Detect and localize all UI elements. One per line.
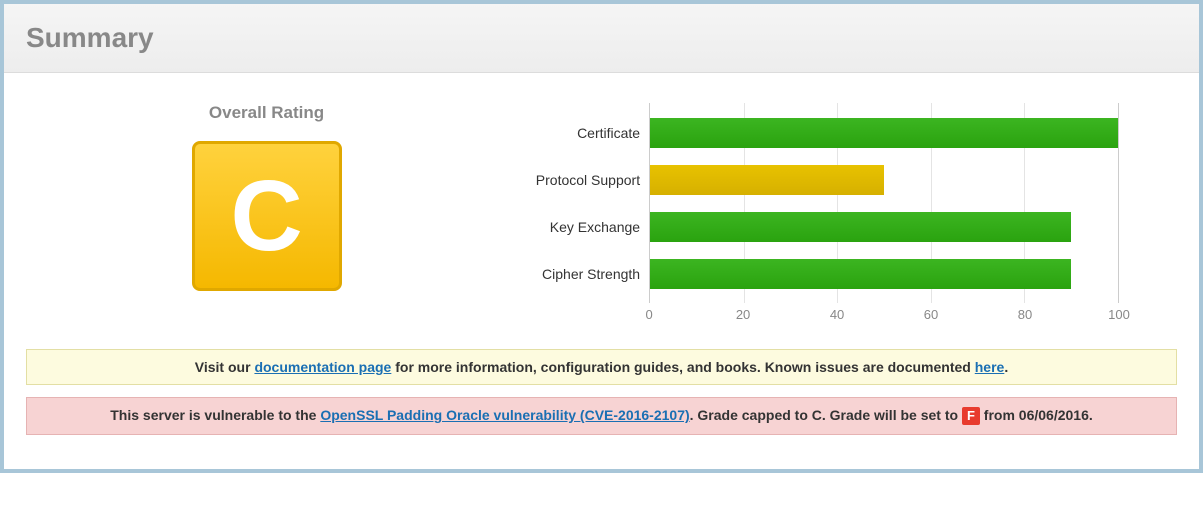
known-issues-link[interactable]: here (975, 359, 1005, 375)
chart-bar (650, 165, 884, 195)
warn-text-1: This server is vulnerable to the (110, 407, 320, 423)
grade-f-badge: F (962, 407, 980, 425)
warn-text-3: from 06/06/2016. (980, 407, 1093, 423)
chart-row-label: Protocol Support (536, 172, 640, 188)
bar-chart: CertificateProtocol SupportKey ExchangeC… (649, 103, 1119, 329)
x-tick: 80 (1018, 307, 1032, 322)
chart-row: Protocol Support (650, 157, 1118, 203)
rating-title: Overall Rating (24, 103, 509, 123)
chart-column: CertificateProtocol SupportKey ExchangeC… (509, 103, 1179, 329)
chart-bar (650, 212, 1071, 242)
info-text-1: Visit our (195, 359, 255, 375)
chart-row: Cipher Strength (650, 251, 1118, 297)
info-notice: Visit our documentation page for more in… (26, 349, 1177, 385)
warn-text-2: . Grade capped to C. Grade will be set t… (690, 407, 962, 423)
rating-column: Overall Rating C (24, 103, 509, 329)
x-axis: 020406080100 (649, 307, 1119, 329)
grade-letter: C (230, 166, 302, 266)
panel-title: Summary (26, 22, 1177, 54)
chart-grid: CertificateProtocol SupportKey ExchangeC… (649, 103, 1119, 303)
info-text-3: . (1004, 359, 1008, 375)
x-tick: 60 (924, 307, 938, 322)
warning-notice: This server is vulnerable to the OpenSSL… (26, 397, 1177, 435)
chart-row: Certificate (650, 110, 1118, 156)
chart-row: Key Exchange (650, 204, 1118, 250)
x-tick: 20 (736, 307, 750, 322)
grade-box: C (192, 141, 342, 291)
x-tick: 40 (830, 307, 844, 322)
x-tick: 100 (1108, 307, 1130, 322)
info-text-2: for more information, configuration guid… (391, 359, 974, 375)
panel-header: Summary (4, 4, 1199, 73)
chart-row-label: Certificate (577, 125, 640, 141)
x-tick: 0 (645, 307, 652, 322)
chart-bar (650, 118, 1118, 148)
chart-bar (650, 259, 1071, 289)
chart-row-label: Key Exchange (550, 219, 640, 235)
summary-panel: Summary Overall Rating C CertificateProt… (0, 0, 1203, 473)
vulnerability-link[interactable]: OpenSSL Padding Oracle vulnerability (CV… (320, 407, 689, 423)
chart-row-label: Cipher Strength (542, 266, 640, 282)
content-row: Overall Rating C CertificateProtocol Sup… (4, 73, 1199, 339)
notices: Visit our documentation page for more in… (4, 339, 1199, 469)
documentation-link[interactable]: documentation page (254, 359, 391, 375)
